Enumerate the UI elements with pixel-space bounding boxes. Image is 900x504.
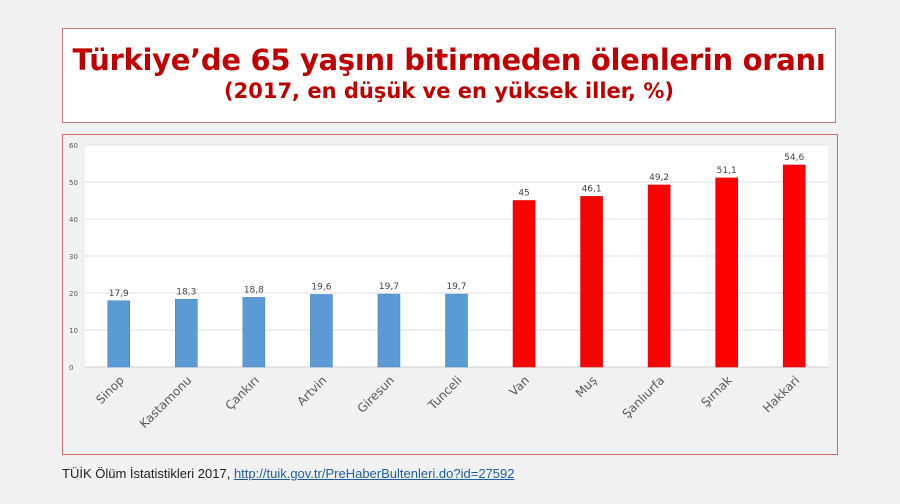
data-label: 19,7 [446, 282, 466, 292]
x-tick-label: Çankırı [222, 373, 262, 413]
bar [580, 196, 603, 368]
data-label: 54,6 [784, 153, 804, 163]
y-tick-label: 30 [69, 253, 78, 261]
data-label: 18,8 [244, 285, 264, 295]
x-tick-label: Şırnak [698, 373, 735, 410]
bar [715, 177, 738, 368]
source-text: TÜİK Ölüm İstatistikleri 2017, [62, 466, 234, 481]
data-label: 19,7 [379, 282, 399, 292]
y-tick-label: 10 [69, 327, 78, 335]
title-box: Türkiye’de 65 yaşını bitirmeden ölenleri… [62, 28, 836, 123]
bar [175, 298, 198, 368]
bar [445, 293, 468, 368]
x-tick-label: Hakkari [760, 373, 802, 415]
x-tick-label: Muş [573, 373, 600, 400]
bar-chart: 0 10 20 30 40 50 60 17,9 Sinop 18,3 Kastamonu 18,8 Ç… [69, 142, 828, 431]
x-tick-label: Kastamonu [137, 373, 195, 431]
y-tick-label: 20 [69, 290, 78, 298]
x-tick-label: Giresun [355, 373, 398, 416]
bar [647, 184, 671, 368]
bar [310, 294, 333, 368]
bar [782, 164, 806, 368]
bar [107, 300, 131, 368]
x-tick-label: Sinop [93, 373, 127, 407]
chart-container: 0 10 20 30 40 50 60 17,9 Sinop 18,3 Kastamonu 18,8 Ç… [62, 134, 838, 455]
data-label: 19,6 [311, 282, 331, 292]
chart-subtitle: (2017, en düşük ve en yüksek iller, %) [224, 79, 674, 103]
y-tick-label: 50 [69, 179, 78, 187]
chart-title: Türkiye’de 65 yaşını bitirmeden ölenleri… [72, 43, 826, 77]
x-tick-label: Şanlıurfa [620, 373, 668, 421]
x-tick-label: Tunceli [425, 373, 465, 413]
x-tick-label: Artvin [294, 373, 329, 408]
data-label: 46,1 [582, 184, 602, 194]
data-label: 45 [518, 189, 529, 199]
x-tick-label: Van [507, 373, 533, 399]
y-tick-label: 40 [69, 216, 78, 224]
bar [512, 200, 536, 368]
bar [242, 297, 266, 368]
y-tick-label: 60 [69, 142, 78, 150]
data-label: 51,1 [717, 166, 737, 176]
source-link[interactable]: http://tuik.gov.tr/PreHaberBultenleri.do… [233, 466, 515, 481]
data-label: 49,2 [649, 173, 669, 183]
data-label: 18,3 [176, 287, 196, 297]
bar [377, 293, 401, 368]
y-tick-label: 0 [69, 364, 73, 372]
source-footer: TÜİK Ölüm İstatistikleri 2017, http://tu… [62, 466, 514, 481]
data-label: 17,9 [109, 289, 129, 299]
